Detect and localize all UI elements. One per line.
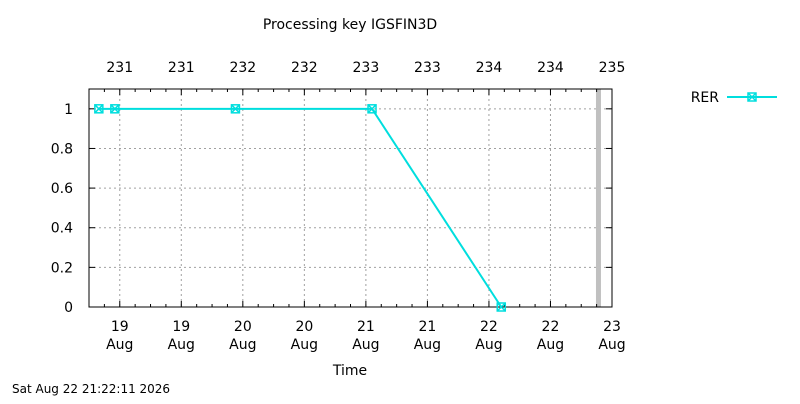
- legend: RER: [691, 90, 777, 106]
- tick-labels-layer: 0 0.2 0.4 0.6 0.8 1 19 Aug 19 Aug 20 Aug 20 Aug 21 Aug 2…: [51, 60, 626, 353]
- y-tick-label: 0.8: [51, 141, 73, 157]
- x-tick-label-day: 23: [603, 319, 621, 335]
- x-tick-label-month: Aug: [168, 337, 195, 353]
- series-point-x2: [230, 104, 240, 114]
- legend-marker-rer: [747, 92, 757, 102]
- x-tick-label-month: Aug: [106, 337, 133, 353]
- legend-point-box: [747, 92, 757, 102]
- series-point: [230, 104, 241, 114]
- x2-tick-label: 232: [291, 60, 318, 76]
- x2-tick-label: 232: [229, 60, 256, 76]
- x2-tick-label: 233: [353, 60, 380, 76]
- y-tick-label: 0.2: [51, 260, 73, 276]
- x-tick-label-month: Aug: [598, 337, 625, 353]
- x2-tick-label: 233: [414, 60, 441, 76]
- series-point: [367, 104, 377, 114]
- x2-tick-label: 231: [168, 60, 195, 76]
- series-point: [94, 104, 104, 114]
- x2-tick-label: 234: [476, 60, 503, 76]
- series-point-box: [367, 104, 377, 114]
- legend-point-x2: [747, 92, 757, 102]
- x-tick-label-day: 22: [542, 319, 560, 335]
- now-marker-band: [595, 89, 601, 307]
- x-tick-label-day: 22: [480, 319, 498, 335]
- series-point-x2: [367, 104, 377, 114]
- series-point-box: [496, 302, 506, 312]
- x-tick-label-day: 19: [172, 319, 190, 335]
- series-point: [110, 104, 120, 114]
- x2-tick-label: 235: [599, 60, 626, 76]
- legend-point: [747, 92, 757, 102]
- series-point: [496, 302, 506, 312]
- series-point-box: [110, 104, 120, 114]
- x-tick-label-month: Aug: [414, 337, 441, 353]
- now-marker-layer: [595, 89, 601, 307]
- series-point-x2: [496, 302, 506, 312]
- grid-layer: [89, 89, 613, 308]
- series-line-rer: [98, 107, 503, 308]
- footer-timestamp: Sat Aug 22 21:22:11 2026: [12, 382, 171, 396]
- x-tick-label-month: Aug: [291, 337, 318, 353]
- x-tick-label-day: 20: [295, 319, 313, 335]
- x-tick-label-day: 21: [418, 319, 436, 335]
- y-tick-label: 0.6: [51, 181, 73, 197]
- x-tick-label-day: 21: [357, 319, 375, 335]
- x-tick-label-month: Aug: [229, 337, 256, 353]
- x-tick-label-month: Aug: [537, 337, 564, 353]
- x-axis-label: Time: [332, 363, 367, 379]
- ticks-layer: [88, 89, 613, 308]
- y-tick-label: 0.4: [51, 221, 73, 237]
- series-layer: [94, 104, 506, 312]
- x2-tick-label: 234: [537, 60, 564, 76]
- x-tick-label-month: Aug: [352, 337, 379, 353]
- x-tick-label-day: 19: [111, 319, 129, 335]
- series-point-x2: [110, 104, 120, 114]
- plot-frame: [88, 88, 613, 308]
- y-tick-label: 0: [64, 300, 73, 316]
- chart-title: Processing key IGSFIN3D: [263, 17, 437, 33]
- x-tick-label-month: Aug: [475, 337, 502, 353]
- y-tick-label: 1: [64, 102, 73, 118]
- series-point-box: [94, 104, 104, 114]
- series-point-box: [230, 104, 241, 114]
- series-point-x2: [94, 104, 104, 114]
- x2-tick-label: 231: [106, 60, 133, 76]
- x-tick-label-day: 20: [234, 319, 252, 335]
- legend-label-rer: RER: [691, 90, 720, 106]
